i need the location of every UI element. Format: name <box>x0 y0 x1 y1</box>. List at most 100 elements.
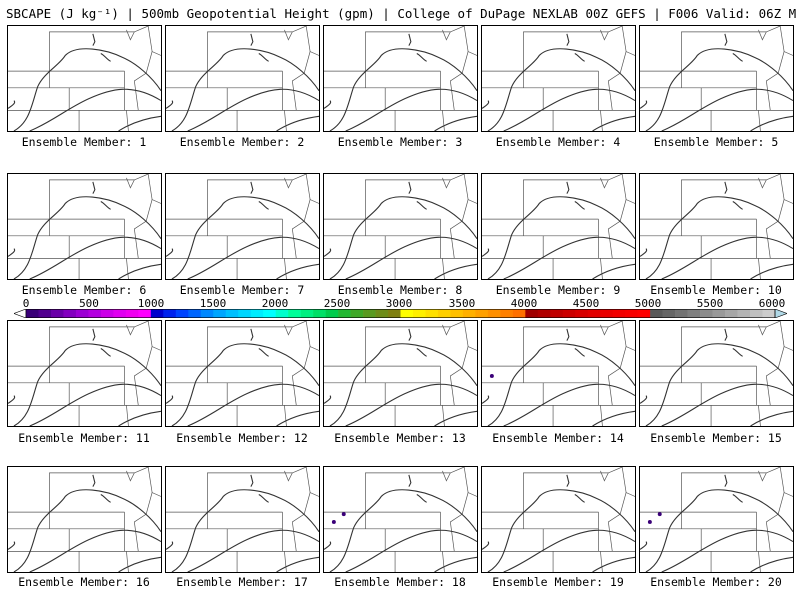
state-boundary <box>284 110 287 131</box>
height-contour <box>434 263 477 279</box>
height-contour <box>166 248 174 257</box>
state-boundary <box>621 26 635 56</box>
state-boundary <box>291 346 311 406</box>
colorbar-swatch <box>338 309 351 318</box>
state-boundary <box>463 321 477 351</box>
height-contour <box>100 52 111 62</box>
colorbar-tick-label: 500 <box>79 297 99 310</box>
colorbar-swatch <box>200 309 214 318</box>
state-boundary <box>463 26 477 56</box>
height-contour <box>661 529 793 572</box>
colorbar-swatch <box>288 309 301 318</box>
state-boundary <box>442 29 451 41</box>
colorbar-tick-label: 0 <box>22 297 30 310</box>
map-svg <box>482 26 635 131</box>
colorbar-max-arrow <box>774 309 787 318</box>
colorbar-tick-label: 2500 <box>323 297 351 310</box>
height-contour <box>100 200 111 210</box>
height-contour <box>345 383 477 426</box>
member-label: Ensemble Member: 1 <box>21 135 147 149</box>
state-boundary <box>449 51 469 111</box>
state-boundary <box>126 470 135 482</box>
height-contour <box>187 529 319 572</box>
colorbar-swatch <box>138 309 152 318</box>
colorbar-swatch <box>263 309 276 318</box>
colorbar-swatch <box>313 309 326 318</box>
height-contour <box>8 541 16 550</box>
height-contour <box>732 52 743 62</box>
height-contour <box>416 52 427 62</box>
height-contour <box>592 263 635 279</box>
colorbar-swatch <box>725 309 738 318</box>
colorbar-swatch <box>487 309 501 318</box>
state-boundary <box>442 551 445 572</box>
height-contour <box>724 181 728 194</box>
colorbar-swatch <box>175 309 189 318</box>
state-boundary <box>166 26 307 72</box>
height-contour <box>92 474 96 487</box>
state-boundary <box>324 382 477 406</box>
height-contour <box>324 100 332 109</box>
height-contour <box>8 395 16 404</box>
colorbar-swatch <box>275 309 289 318</box>
cape-spot <box>657 512 662 517</box>
member-label: Ensemble Member: 16 <box>18 575 150 589</box>
state-boundary <box>442 110 445 131</box>
state-boundary <box>166 382 319 406</box>
map-panel <box>323 25 478 132</box>
member-label: Ensemble Member: 4 <box>495 135 621 149</box>
height-contour <box>29 236 161 279</box>
state-boundary <box>621 467 635 497</box>
state-boundary <box>166 467 307 513</box>
colorbar-tick-label: 6000 <box>758 297 786 310</box>
colorbar-swatch <box>650 309 663 318</box>
height-contour <box>166 100 174 109</box>
height-contour <box>574 52 585 62</box>
height-contour <box>566 181 570 194</box>
state-boundary <box>758 110 761 131</box>
colorbar-swatch <box>225 309 239 318</box>
cape-spot <box>341 512 346 517</box>
map-svg <box>640 467 793 572</box>
map-panel <box>323 173 478 280</box>
height-contour <box>592 115 635 131</box>
map-panel <box>639 320 794 427</box>
state-boundary <box>133 51 153 111</box>
state-boundary <box>284 405 287 426</box>
colorbar-swatch <box>437 309 451 318</box>
state-boundary <box>8 87 161 111</box>
map-panel <box>481 320 636 427</box>
colorbar-swatch <box>125 309 139 318</box>
height-contour <box>258 52 269 62</box>
height-contour <box>487 343 635 426</box>
height-contour <box>166 395 174 404</box>
colorbar-swatch <box>737 309 751 318</box>
map-svg <box>324 321 477 426</box>
colorbar-swatch <box>587 309 601 318</box>
height-contour <box>482 541 490 550</box>
height-contour <box>345 529 477 572</box>
state-boundary <box>147 26 161 56</box>
colorbar-tick-label: 5000 <box>634 297 662 310</box>
state-boundary <box>147 321 161 351</box>
colorbar-swatch <box>612 309 626 318</box>
state-boundary <box>600 110 603 131</box>
colorbar-swatch <box>50 309 64 318</box>
height-contour <box>732 493 743 503</box>
map-panel <box>323 466 478 573</box>
height-contour <box>566 474 570 487</box>
state-boundary <box>166 321 307 367</box>
state-boundary <box>166 528 319 552</box>
map-panel <box>481 25 636 132</box>
state-boundary <box>291 492 311 552</box>
state-boundary <box>126 29 135 41</box>
map-panel <box>165 320 320 427</box>
state-boundary <box>284 258 287 279</box>
state-boundary <box>621 174 635 204</box>
height-contour <box>566 328 570 341</box>
colorbar-swatch <box>625 309 638 318</box>
state-boundary <box>324 174 465 220</box>
height-contour <box>574 347 585 357</box>
state-boundary <box>449 199 469 259</box>
state-boundary <box>133 346 153 406</box>
